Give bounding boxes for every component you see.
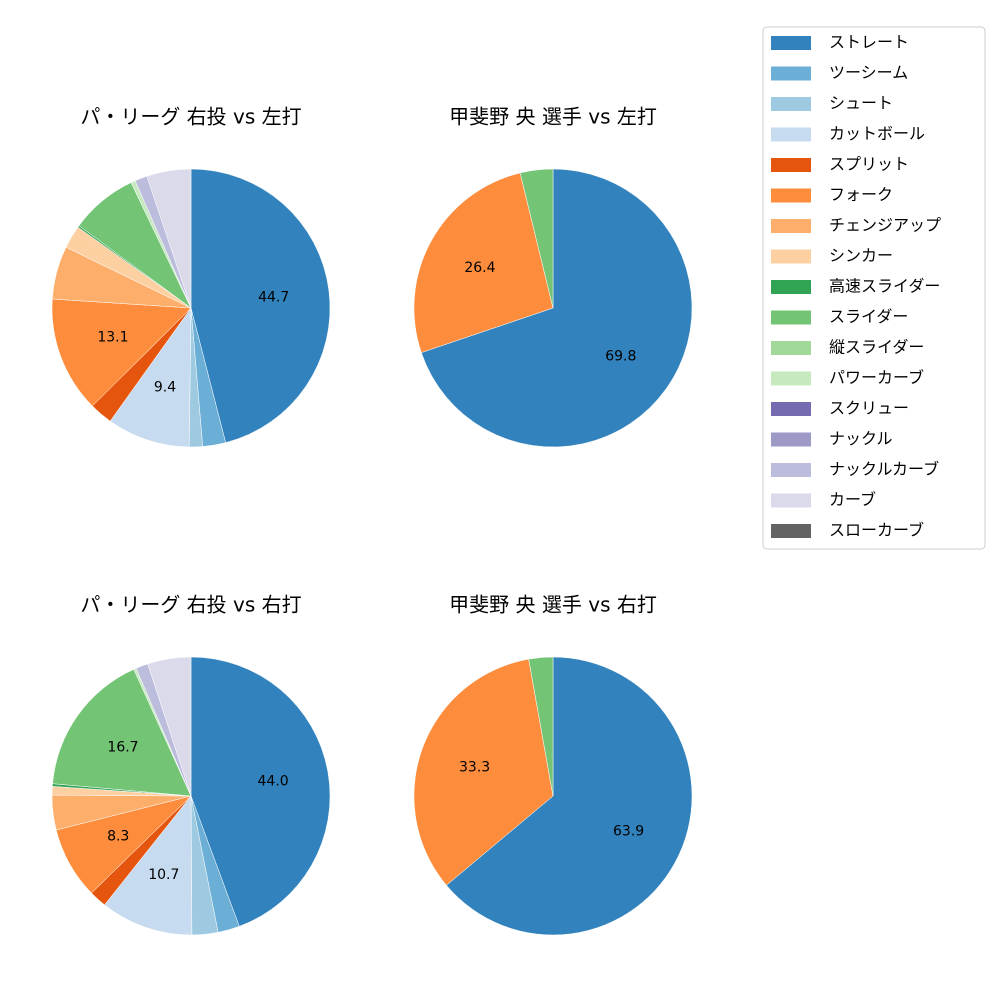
legend-item: ツーシーム — [771, 63, 908, 82]
slice-label: 8.3 — [107, 829, 129, 845]
legend-swatch — [771, 341, 811, 355]
legend-label: ナックル — [829, 429, 893, 448]
legend-item: スプリット — [771, 155, 909, 174]
legend-item: カットボール — [771, 124, 925, 143]
legend-label: スライダー — [829, 307, 908, 326]
legend-item: ストレート — [771, 33, 909, 52]
legend-items: ストレートツーシームシュートカットボールスプリットフォークチェンジアップシンカー… — [771, 33, 941, 540]
legend-label: カーブ — [829, 490, 876, 509]
pie-slice — [146, 168, 192, 309]
legend-swatch — [771, 219, 811, 233]
legend-item: フォーク — [771, 185, 893, 204]
legend-label: パワーカーブ — [829, 368, 924, 387]
legend-label: チェンジアップ — [829, 216, 941, 235]
legend-swatch — [771, 371, 811, 386]
pie-slice — [421, 168, 693, 448]
legend-item: パワーカーブ — [771, 368, 924, 387]
legend-label: スローカーブ — [829, 521, 924, 540]
legend-label: ストレート — [829, 33, 909, 52]
pie-chart-3: パ・リーグ 右投 vs 右打 44.0 10.7 8.3 16.7 — [51, 593, 331, 936]
legend-label: ナックルカーブ — [829, 460, 939, 479]
legend-label: フォーク — [829, 185, 893, 204]
legend-item: ナックルカーブ — [771, 460, 939, 479]
slice-label: 33.3 — [459, 760, 490, 776]
pie-slice — [104, 795, 193, 936]
chart-title: 甲斐野 央 選手 vs 左打 — [449, 105, 657, 129]
pie-charts: パ・リーグ 右投 vs 左打 44.7 9.4 13.1 甲斐野 央 選手 vs 左打 6… — [51, 105, 693, 936]
pie-slice — [190, 656, 331, 927]
slice-label: 9.4 — [154, 379, 176, 395]
slice-label: 13.1 — [97, 329, 128, 345]
pie-chart-2: 甲斐野 央 選手 vs 左打 69.8 26.4 — [413, 105, 693, 448]
chart-title: パ・リーグ 右投 vs 右打 — [80, 593, 301, 617]
legend-swatch — [771, 432, 811, 447]
legend-swatch — [771, 493, 811, 508]
pie-slice — [413, 658, 554, 886]
legend: ストレートツーシームシュートカットボールスプリットフォークチェンジアップシンカー… — [762, 26, 986, 550]
legend-item: チェンジアップ — [771, 216, 941, 235]
legend-item: スライダー — [771, 307, 908, 326]
legend-swatch — [771, 402, 811, 416]
legend-frame — [762, 26, 986, 550]
slice-label: 16.7 — [107, 740, 138, 756]
legend-label: シュート — [829, 94, 893, 113]
legend-swatch — [771, 249, 811, 264]
slice-label: 10.7 — [148, 867, 179, 883]
legend-swatch — [771, 127, 811, 142]
pie-slice — [190, 168, 331, 443]
pie-slice — [446, 656, 693, 936]
slice-label: 44.7 — [258, 290, 289, 306]
legend-label: 縦スライダー — [829, 338, 924, 357]
legend-swatch — [771, 280, 811, 294]
chart-title: 甲斐野 央 選手 vs 右打 — [449, 593, 657, 617]
pie-chart-4: 甲斐野 央 選手 vs 右打 63.9 33.3 — [413, 593, 693, 936]
legend-swatch — [771, 158, 811, 172]
pie-slice — [109, 307, 192, 448]
legend-swatch — [771, 66, 811, 81]
pie-slice — [147, 656, 192, 797]
slice-label: 26.4 — [464, 260, 495, 276]
legend-swatch — [771, 524, 811, 538]
legend-item: シンカー — [771, 246, 893, 265]
pie-slice — [528, 656, 554, 797]
pie-slice — [519, 168, 554, 309]
legend-swatch — [771, 188, 811, 203]
legend-swatch — [771, 310, 811, 325]
legend-item: 高速スライダー — [771, 277, 940, 296]
legend-label: ツーシーム — [829, 63, 908, 82]
legend-item: カーブ — [771, 490, 876, 509]
legend-item: 縦スライダー — [771, 338, 924, 357]
legend-item: ナックル — [771, 429, 893, 448]
legend-swatch — [771, 36, 811, 50]
legend-label: カットボール — [829, 124, 925, 143]
legend-label: スプリット — [829, 155, 909, 174]
slice-label: 44.0 — [258, 773, 289, 789]
legend-item: スローカーブ — [771, 521, 924, 540]
legend-item: スクリュー — [771, 399, 909, 418]
legend-label: シンカー — [829, 246, 893, 265]
pie-slice — [51, 298, 192, 407]
pie-slice — [413, 172, 554, 353]
legend-swatch — [771, 97, 811, 111]
pie-chart-1: パ・リーグ 右投 vs 左打 44.7 9.4 13.1 — [51, 105, 331, 448]
legend-item: シュート — [771, 94, 893, 113]
legend-swatch — [771, 463, 811, 477]
legend-label: スクリュー — [829, 399, 909, 418]
chart-title: パ・リーグ 右投 vs 左打 — [80, 105, 301, 129]
slice-label: 63.9 — [613, 823, 644, 839]
slice-label: 69.8 — [605, 349, 636, 365]
legend-label: 高速スライダー — [829, 277, 940, 296]
pie-slice — [52, 668, 192, 797]
